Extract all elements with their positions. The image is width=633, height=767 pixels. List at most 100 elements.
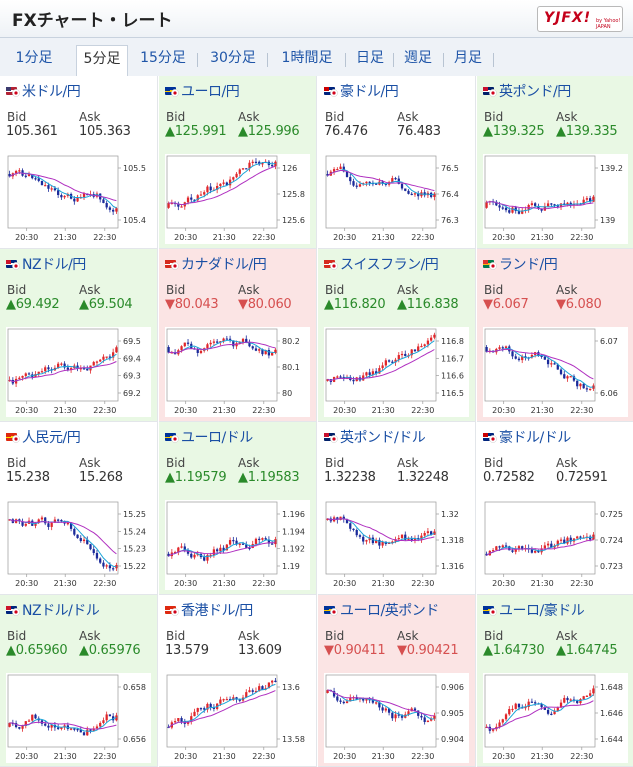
tab-2[interactable]: 15分足 <box>140 50 186 66</box>
rate-grid: 米ドル/円 Bid Ask 105.361 105.363 105.5 105.4 20:30… <box>0 76 633 767</box>
pair-name-link[interactable]: ユーロ/英ポンド <box>340 603 439 619</box>
candle-body <box>63 363 66 368</box>
pair-name-link[interactable]: カナダドル/円 <box>181 257 267 273</box>
x-tick-label: 22:30 <box>411 233 434 242</box>
pair-card[interactable]: ユーロ/英ポンド Bid Ask ▼0.90411 ▼0.90421 0.906 0.905… <box>318 595 476 767</box>
pair-name-link[interactable]: 豪ドル/円 <box>340 84 399 100</box>
candlestick-chart[interactable]: 0.658 0.656 20:30 21:30 22:30 <box>6 673 151 763</box>
pair-card[interactable]: NZドル/ドル Bid Ask ▲0.65960 ▲0.65976 0.658 0.656 2… <box>0 595 158 767</box>
candle-body <box>79 538 82 542</box>
y-tick-label: 116.7 <box>441 354 464 363</box>
y-tick-label: 1.19 <box>282 562 300 571</box>
pair-name-link[interactable]: NZドル/円 <box>22 257 86 273</box>
candle-body <box>358 184 362 187</box>
tab-1[interactable]: 5分足 <box>76 45 128 76</box>
pair-card[interactable]: カナダドル/円 Bid Ask ▼80.043 ▼80.060 80.2 80.1 80 20:… <box>159 249 317 422</box>
candlestick-chart[interactable]: 15.25 15.24 15.23 15.22 20:30 21:30 22:30 <box>6 500 151 590</box>
tab-7[interactable]: 月足 <box>454 50 482 66</box>
pair-name-link[interactable]: ランド/円 <box>499 257 558 273</box>
candle-body <box>245 544 248 548</box>
y-tick-label: 6.07 <box>600 337 618 346</box>
candle-body <box>546 203 550 207</box>
pair-card[interactable]: 豪ドル/ドル Bid Ask 0.72582 0.72591 0.725 0.724 0.72… <box>477 422 633 595</box>
pair-name-link[interactable]: 人民元/円 <box>22 430 81 446</box>
candle-body <box>34 373 37 378</box>
tab-5[interactable]: 日足 <box>356 50 384 66</box>
candle-body <box>569 537 572 542</box>
tab-0[interactable]: 1分足 <box>15 50 53 66</box>
candle-body <box>254 538 258 544</box>
pair-name-link[interactable]: スイスフラン/円 <box>340 257 439 273</box>
ask-label: Ask <box>397 110 419 124</box>
candlestick-chart[interactable]: 76.5 76.4 76.3 20:30 21:30 22:30 <box>324 154 469 244</box>
pair-card[interactable]: ユーロ/ドル Bid Ask ▲1.19579 ▲1.19583 1.196 1.194 1.… <box>159 422 317 595</box>
gb-jp-flag-icon <box>483 87 497 97</box>
candlestick-chart[interactable]: 80.2 80.1 80 20:30 21:30 22:30 <box>165 327 310 417</box>
candle-body <box>37 371 40 374</box>
y-tick-label: 15.24 <box>123 527 146 536</box>
candle-body <box>193 711 196 717</box>
pair-card[interactable]: 人民元/円 Bid Ask 15.238 15.268 15.25 15.24 15.23 15… <box>0 422 158 595</box>
pair-card[interactable]: ユーロ/豪ドル Bid Ask ▲1.64730 ▲1.64745 1.648 1.646 1… <box>477 595 633 767</box>
pair-name-link[interactable]: NZドル/ドル <box>22 603 100 619</box>
moving-average-long <box>168 690 276 728</box>
candlestick-chart[interactable]: 116.8 116.7 116.6 116.5 20:30 21:30 22:30 <box>324 327 469 417</box>
candlestick-chart[interactable]: 1.648 1.646 1.644 20:30 21:30 22:30 <box>483 673 628 763</box>
pair-card[interactable]: 豪ドル/円 Bid Ask 76.476 76.483 76.5 76.4 76.3 20:30… <box>318 76 476 249</box>
candle-body <box>332 691 336 697</box>
yjfx-logo[interactable]: YJFX! by Yahoo! JAPAN <box>537 6 623 32</box>
chart-plot-area <box>484 501 596 575</box>
pair-card[interactable]: ユーロ/円 Bid Ask ▲125.991 ▲125.996 126 125.8 125.6… <box>159 76 317 249</box>
pair-name-link[interactable]: 豪ドル/ドル <box>499 430 571 446</box>
candle-body <box>193 199 196 201</box>
tab-6[interactable]: 週足 <box>404 50 432 66</box>
candle-body <box>203 192 206 195</box>
y-tick-label: 76.3 <box>441 216 459 225</box>
candle-body <box>423 192 426 196</box>
candlestick-chart[interactable]: 1.196 1.194 1.192 1.19 20:30 21:30 22:30 <box>165 500 310 590</box>
pair-name-link[interactable]: 英ポンド/円 <box>499 84 571 100</box>
candle-body <box>24 175 27 177</box>
candle-body <box>27 174 31 177</box>
pair-name-link[interactable]: 香港ドル/円 <box>181 603 253 619</box>
pair-name-link[interactable]: ユーロ/円 <box>181 84 240 100</box>
candlestick-chart[interactable]: 105.5 105.4 20:30 21:30 22:30 <box>6 154 151 244</box>
pair-name-link[interactable]: 米ドル/円 <box>22 84 81 100</box>
tab-4[interactable]: 1時間足 <box>281 50 333 66</box>
x-tick-label: 21:30 <box>372 406 395 415</box>
candle-body <box>342 701 345 704</box>
moving-average-short <box>327 689 435 720</box>
candlestick-chart[interactable]: 13.6 13.58 20:30 21:30 22:30 <box>165 673 310 763</box>
candle-body <box>511 351 514 357</box>
pair-name-link[interactable]: ユーロ/豪ドル <box>499 603 585 619</box>
candlestick-chart[interactable]: 0.906 0.905 0.904 20:30 21:30 22:30 <box>324 673 469 763</box>
candlestick-chart[interactable]: 6.07 6.06 20:30 21:30 22:30 <box>483 327 628 417</box>
pair-card[interactable]: スイスフラン/円 Bid Ask ▲116.820 ▲116.838 116.8 116.7… <box>318 249 476 422</box>
pair-card[interactable]: 英ポンド/ドル Bid Ask 1.32238 1.32248 1.32 1.318 1.31… <box>318 422 476 595</box>
moving-average-long <box>486 201 594 210</box>
candle-body <box>423 717 426 723</box>
tab-3[interactable]: 30分足 <box>210 50 256 66</box>
candle-body <box>543 545 546 549</box>
candle-body <box>69 523 73 529</box>
pair-card[interactable]: 英ポンド/円 Bid Ask ▲139.325 ▲139.335 139.2 139 20:3… <box>477 76 633 249</box>
pair-card[interactable]: 香港ドル/円 Bid Ask 13.579 13.609 13.6 13.58 20:30 21… <box>159 595 317 767</box>
candle-body <box>352 380 355 382</box>
pair-card[interactable]: ランド/円 Bid Ask ▼6.067 ▼6.080 6.07 6.06 20:30 21:3… <box>477 249 633 422</box>
candle-body <box>274 349 277 354</box>
x-tick-label: 20:30 <box>15 752 38 761</box>
candle-body <box>228 338 232 341</box>
bid-label: Bid <box>325 629 345 643</box>
x-tick-label: 22:30 <box>411 752 434 761</box>
candle-body <box>508 708 511 715</box>
pair-name-link[interactable]: ユーロ/ドル <box>181 430 253 446</box>
candlestick-chart[interactable]: 69.5 69.4 69.3 69.2 20:30 21:30 22:30 <box>6 327 151 417</box>
pair-card[interactable]: NZドル/円 Bid Ask ▲69.492 ▲69.504 69.5 69.4 69.3 69… <box>0 249 158 422</box>
candlestick-chart[interactable]: 126 125.8 125.6 20:30 21:30 22:30 <box>165 154 310 244</box>
candle-body <box>381 181 384 184</box>
candlestick-chart[interactable]: 139.2 139 20:30 21:30 22:30 <box>483 154 628 244</box>
candlestick-chart[interactable]: 1.32 1.318 1.316 20:30 21:30 22:30 <box>324 500 469 590</box>
pair-card[interactable]: 米ドル/円 Bid Ask 105.361 105.363 105.5 105.4 20:30… <box>0 76 158 249</box>
candlestick-chart[interactable]: 0.725 0.724 0.723 20:30 21:30 22:30 <box>483 500 628 590</box>
pair-name-link[interactable]: 英ポンド/ドル <box>340 430 426 446</box>
